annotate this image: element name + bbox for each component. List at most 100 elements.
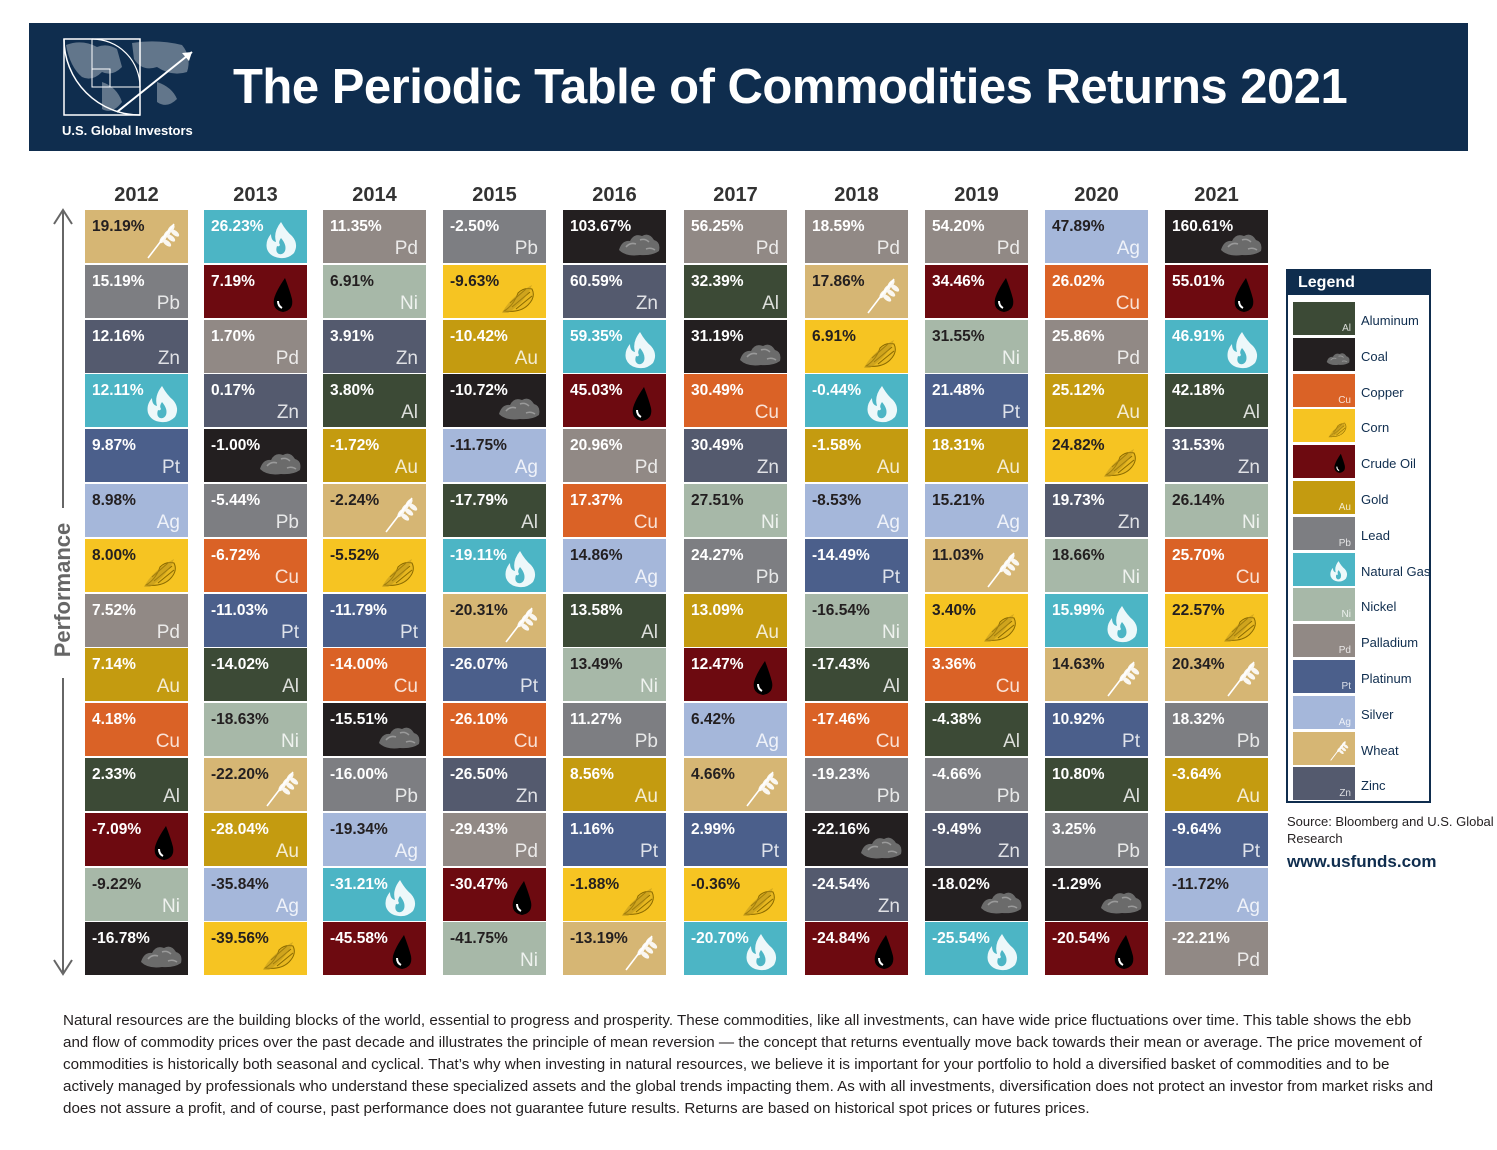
commodity-cell-platinum: -9.64% Pt — [1165, 812, 1268, 866]
element-symbol: Al — [401, 402, 418, 424]
year-header: 2021 — [1194, 184, 1239, 206]
legend-symbol: Pd — [1338, 645, 1351, 657]
commodity-cell-wheat: -22.20% — [204, 758, 307, 811]
return-value: 12.11% — [92, 382, 144, 400]
commodity-cell-nickel: -41.75% Ni — [443, 922, 546, 976]
flame-icon — [257, 220, 303, 260]
legend-item-aluminum: Al Aluminum — [1293, 302, 1429, 335]
commodity-cell-gold: 7.14% Au — [85, 648, 188, 702]
element-symbol: Pb — [1116, 840, 1140, 862]
commodity-cell-gold: -1.72% Au — [323, 429, 426, 483]
commodity-cell-palladium: 1.70% Pd — [204, 319, 307, 373]
return-value: 19.73% — [1052, 492, 1105, 509]
element-symbol: Ni — [1122, 566, 1140, 588]
commodity-cell-coal: -1.29% — [1045, 867, 1148, 921]
return-value: -11.75% — [450, 437, 507, 455]
return-value: 3.36% — [932, 656, 976, 674]
return-value: 6.42% — [691, 711, 735, 729]
element-symbol: Pd — [514, 840, 538, 862]
return-value: 24.82% — [1052, 437, 1105, 455]
return-value: 14.63% — [1052, 656, 1105, 674]
commodity-cell-wheat: -13.19% — [563, 922, 666, 976]
commodity-cell-zinc: 30.49% Zn — [684, 429, 787, 483]
return-value: 30.49% — [691, 437, 744, 455]
return-value: -1.00% — [211, 437, 261, 455]
oil-drop-icon — [1218, 275, 1264, 315]
commodity-cell-nickel: -18.63% Ni — [204, 703, 307, 757]
commodity-cell-silver: 15.21% Ag — [925, 484, 1028, 537]
element-symbol: Cu — [393, 676, 418, 698]
return-value: 59.35% — [570, 327, 623, 345]
corn-icon — [616, 878, 662, 918]
element-symbol: Cu — [1235, 566, 1260, 588]
legend-symbol: Al — [1342, 323, 1351, 334]
legend-swatch: Cu — [1293, 373, 1355, 407]
element-symbol: Ag — [275, 895, 299, 917]
coal-icon — [138, 932, 184, 972]
element-symbol: Pt — [520, 676, 538, 698]
commodity-cell-aluminum: -17.79% Al — [443, 484, 546, 537]
return-value: -6.72% — [211, 546, 261, 564]
return-value: 2.33% — [92, 766, 136, 783]
return-value: 18.32% — [1172, 711, 1225, 729]
element-symbol: Pb — [634, 731, 658, 753]
element-symbol: Al — [1123, 786, 1140, 807]
return-value: 6.91% — [330, 272, 374, 290]
coal-icon — [616, 220, 662, 260]
return-value: -17.46% — [812, 711, 870, 729]
legend-label: Lead — [1361, 527, 1390, 543]
legend-symbol: Pb — [1338, 537, 1351, 549]
commodity-cell-crude-oil: 45.03% — [563, 374, 666, 428]
return-value: 26.02% — [1052, 272, 1105, 290]
element-symbol: Ag — [876, 512, 900, 533]
element-symbol: Pt — [162, 457, 180, 479]
wheat-icon — [616, 932, 662, 972]
commodity-cell-nickel: -9.22% Ni — [85, 867, 188, 921]
commodity-cell-corn: 22.57% — [1165, 593, 1268, 647]
commodity-cell-silver: -19.34% Ag — [323, 812, 426, 866]
commodity-cell-palladium: 25.86% Pd — [1045, 319, 1148, 373]
return-value: 25.86% — [1052, 327, 1105, 345]
return-value: 13.58% — [570, 601, 623, 619]
commodity-cell-gold: -10.42% Au — [443, 319, 546, 373]
return-value: -26.07% — [450, 656, 508, 674]
element-symbol: Ni — [400, 292, 418, 314]
year-header: 2017 — [713, 184, 758, 206]
return-value: -31.21% — [330, 875, 388, 893]
legend-symbol: Ni — [1341, 609, 1351, 621]
commodity-cell-lead: -4.66% Pb — [925, 758, 1028, 811]
commodity-cell-palladium: 7.52% Pd — [85, 593, 188, 647]
website-link[interactable]: www.usfunds.com — [1287, 852, 1437, 871]
element-symbol: Au — [634, 786, 658, 807]
return-value: 46.91% — [1172, 327, 1225, 345]
element-symbol: Au — [1116, 402, 1140, 424]
flame-icon — [737, 932, 783, 972]
return-value: -28.04% — [211, 820, 269, 838]
return-value: -11.79% — [330, 601, 387, 619]
wheat-icon — [1098, 658, 1144, 698]
commodity-cell-nickel: 13.49% Ni — [563, 648, 666, 702]
corn-icon — [1098, 439, 1144, 479]
legend-symbol: Ag — [1338, 716, 1351, 728]
element-symbol: Pt — [400, 621, 418, 643]
return-value: -30.47% — [450, 875, 508, 893]
return-value: -24.54% — [812, 875, 870, 893]
element-symbol: Ni — [1002, 347, 1020, 369]
element-symbol: Cu — [274, 566, 299, 588]
return-value: -26.50% — [450, 766, 508, 783]
commodity-cell-platinum: -11.03% Pt — [204, 593, 307, 647]
commodity-cell-crude-oil: -30.47% — [443, 867, 546, 921]
legend-swatch: Zn — [1293, 767, 1355, 801]
commodity-cell-copper: 4.18% Cu — [85, 703, 188, 757]
return-value: 7.14% — [92, 656, 136, 674]
return-value: -14.02% — [211, 656, 269, 674]
commodity-cell-coal: -18.02% — [925, 867, 1028, 921]
page-title: The Periodic Table of Commodities Return… — [233, 60, 1348, 114]
return-value: -14.00% — [330, 656, 388, 674]
oil-drop-icon — [858, 932, 904, 972]
element-symbol: Zn — [997, 840, 1020, 862]
element-symbol: Cu — [875, 731, 900, 753]
commodity-cell-crude-oil: 12.47% — [684, 648, 787, 702]
legend-item-natural-gas: Natural Gas — [1293, 552, 1430, 586]
legend-label: Coal — [1361, 348, 1388, 364]
